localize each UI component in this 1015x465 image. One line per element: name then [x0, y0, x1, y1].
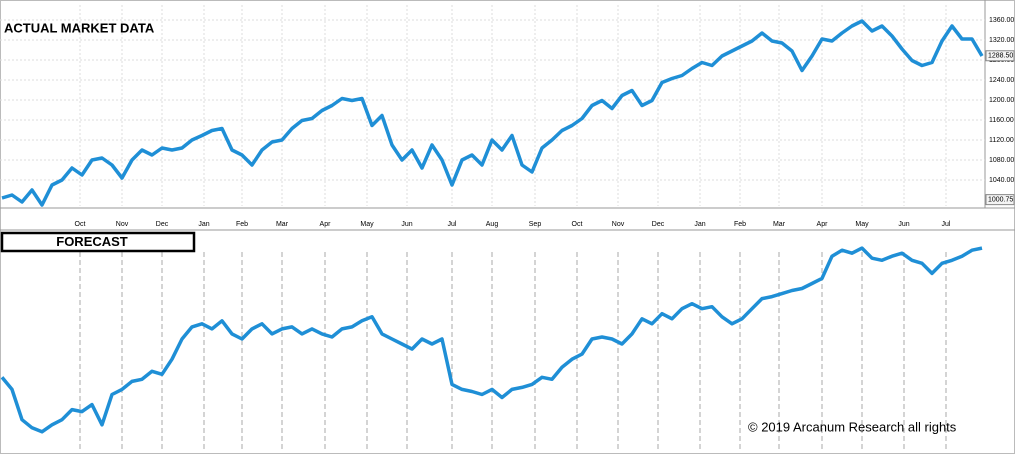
- data-line: [1, 19, 984, 207]
- y-tick-label: 1360.00: [989, 17, 1014, 24]
- x-tick-label: Jun: [401, 221, 412, 228]
- y-tick-label: 1040.00: [989, 177, 1014, 184]
- x-tick-label: Dec: [156, 221, 169, 228]
- x-tick-label: May: [855, 221, 869, 228]
- y-tick-label: 1120.00: [989, 137, 1014, 144]
- x-tick-label: Apr: [320, 221, 332, 228]
- x-tick-label: Sep: [529, 221, 542, 228]
- x-tick-label: Apr: [817, 221, 829, 228]
- x-tick-label: Jun: [898, 221, 909, 228]
- y-tick-label: 1240.00: [989, 77, 1014, 84]
- price-marker: [985, 194, 1015, 206]
- x-tick-label: Dec: [652, 221, 665, 228]
- y-tick-label: 1160.00: [989, 117, 1014, 124]
- x-tick-label: Mar: [276, 221, 289, 228]
- x-tick-label: May: [360, 221, 374, 228]
- x-tick-label: Oct: [572, 221, 583, 228]
- chart-title: FORECAST: [56, 234, 128, 249]
- x-tick-label: Feb: [734, 221, 746, 228]
- price-label: 1288.50: [988, 53, 1013, 60]
- data-line: [0, 246, 983, 434]
- frame: [0, 0, 1015, 454]
- x-tick-label: Jan: [694, 221, 705, 228]
- x-tick-label: Mar: [773, 221, 786, 228]
- price-label: 1000.75: [988, 196, 1013, 203]
- x-tick-label: Feb: [236, 221, 248, 228]
- chart-title: ACTUAL MARKET DATA: [4, 20, 155, 35]
- y-tick-label: 1080.00: [989, 157, 1014, 164]
- x-tick-label: Aug: [486, 221, 499, 228]
- title-box: [0, 231, 196, 253]
- annotation: © 2019 Arcanum Research all rights: [748, 419, 957, 434]
- x-tick-label: Nov: [612, 221, 625, 228]
- x-tick-label: Jul: [942, 221, 951, 228]
- x-tick-label: Jan: [198, 221, 209, 228]
- x-tick-label: Nov: [116, 221, 129, 228]
- x-tick-label: Oct: [75, 221, 86, 228]
- y-tick-label: 1320.00: [989, 37, 1014, 44]
- price-marker: [985, 50, 1015, 62]
- x-tick-label: Jul: [448, 221, 457, 228]
- y-tick-label: 1200.00: [989, 97, 1014, 104]
